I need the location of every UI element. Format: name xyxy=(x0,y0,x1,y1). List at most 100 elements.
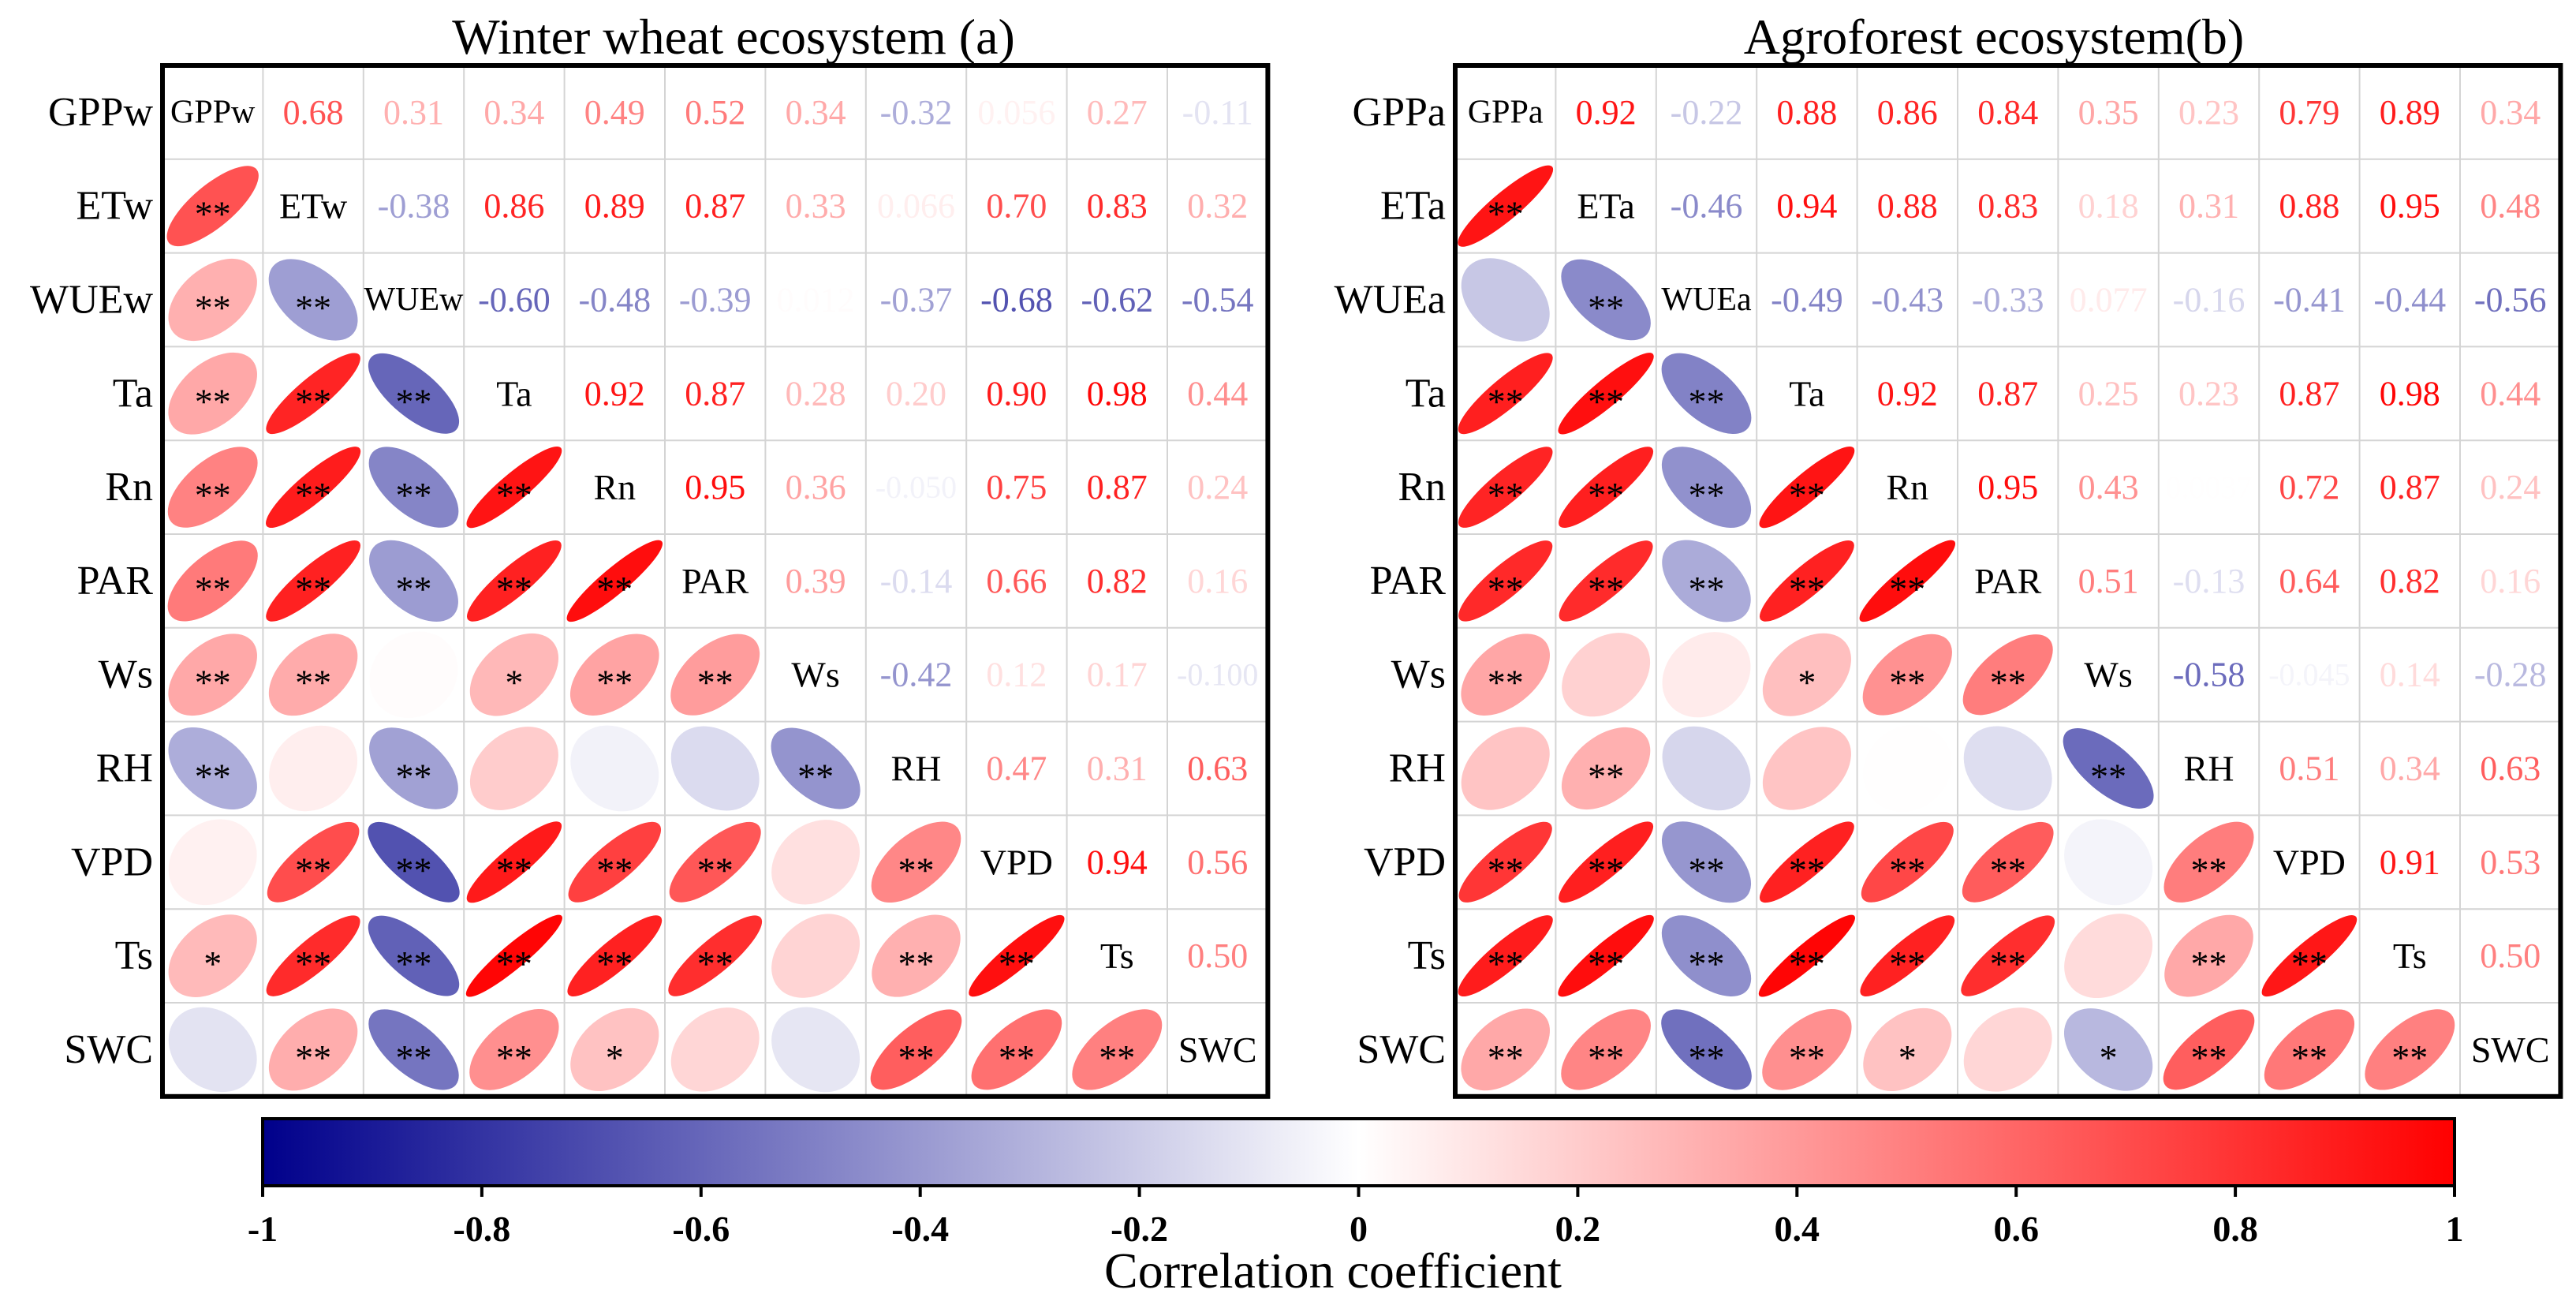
diagonal-label: Ws xyxy=(791,655,839,695)
coefficient-value: -0.045 xyxy=(2268,657,2350,693)
correlation-ellipse xyxy=(1962,821,2054,903)
correlation-ellipse xyxy=(771,1007,861,1093)
colorbar: Correlation coefficient -1 -0.8 -0.6 -0.4 -0… xyxy=(248,1117,2464,1299)
row-label: Ws xyxy=(1391,652,1446,697)
significance-marker: ** xyxy=(396,475,432,515)
correlation-ellipse xyxy=(2163,1009,2255,1090)
coefficient-value: 0.34 xyxy=(2380,749,2440,788)
correlation-ellipse xyxy=(1862,634,1952,716)
correlation-ellipse xyxy=(368,1009,459,1090)
significance-marker: ** xyxy=(898,850,935,890)
row-label: RH xyxy=(1389,746,1446,791)
significance-marker: ** xyxy=(898,944,935,984)
correlation-ellipse xyxy=(1458,165,1554,247)
correlation-ellipse xyxy=(1961,915,2055,996)
diagonal-label: PAR xyxy=(1974,561,2042,601)
significance-marker: ** xyxy=(1689,475,1725,515)
coefficient-value: 0.56 xyxy=(1187,843,1248,881)
significance-marker: ** xyxy=(1488,475,1524,515)
significance-marker: ** xyxy=(195,288,231,328)
correlation-ellipse xyxy=(168,914,257,997)
coefficient-value: 0.83 xyxy=(1087,187,1148,226)
significance-marker: ** xyxy=(797,757,834,797)
significance-marker: ** xyxy=(295,663,331,703)
correlation-ellipse xyxy=(268,1008,358,1091)
correlation-ellipse xyxy=(566,540,663,622)
coefficient-value: -0.41 xyxy=(2273,281,2346,320)
coefficient-value: -0.54 xyxy=(1182,281,1254,320)
significance-marker: ** xyxy=(195,663,231,703)
correlation-ellipse xyxy=(1072,1009,1163,1090)
correlation-ellipse xyxy=(1461,258,1550,342)
coefficient-value: 0.94 xyxy=(1087,843,1148,881)
coefficient-value: -0.60 xyxy=(478,281,551,320)
significance-marker: ** xyxy=(1789,475,1825,515)
coefficient-value: 0.23 xyxy=(2178,374,2239,413)
correlation-ellipse xyxy=(167,540,258,622)
coefficient-value: 0.34 xyxy=(483,93,544,132)
coefficient-value: 0.35 xyxy=(2078,93,2139,132)
coefficient-value: 0.32 xyxy=(1187,187,1248,226)
correlation-ellipse xyxy=(369,631,458,719)
correlation-ellipse xyxy=(969,914,1065,997)
coefficient-value: 0.51 xyxy=(2279,749,2339,788)
diagonal-label: GPPa xyxy=(1468,94,1544,130)
correlation-ellipse xyxy=(368,915,460,996)
coefficient-value: 0.12 xyxy=(986,656,1047,694)
diagonal-label: Ta xyxy=(496,373,532,413)
correlation-ellipse xyxy=(369,540,458,622)
significance-marker: ** xyxy=(2090,757,2126,797)
coefficient-value: 0.34 xyxy=(2480,93,2541,132)
significance-marker: ** xyxy=(1488,944,1524,984)
diagonal-label: VPD xyxy=(2273,842,2346,882)
significance-marker: ** xyxy=(396,757,432,797)
correlation-ellipse xyxy=(1859,540,1956,622)
coefficient-value: 0.87 xyxy=(685,374,745,413)
significance-marker: ** xyxy=(496,850,532,890)
coefficient-value: 0.33 xyxy=(786,187,846,226)
row-label: SWC xyxy=(64,1027,153,1072)
correlation-ellipse xyxy=(1661,821,1752,903)
correlation-ellipse xyxy=(1661,915,1752,996)
correlation-ellipse xyxy=(1860,915,1955,996)
significance-marker: ** xyxy=(2191,850,2227,890)
coefficient-value: 0.94 xyxy=(1776,187,1837,226)
significance-marker: ** xyxy=(1588,944,1624,984)
coefficient-value: 0.91 xyxy=(2380,843,2440,881)
coefficient-value: 0.88 xyxy=(1776,93,1837,132)
coefficient-value: 0.14 xyxy=(2380,656,2440,694)
correlation-ellipse xyxy=(166,166,259,247)
diagonal-label: ETw xyxy=(279,186,348,226)
significance-marker: ** xyxy=(396,381,432,421)
correlation-ellipse xyxy=(1760,821,1854,903)
significance-marker: ** xyxy=(596,944,633,984)
correlation-ellipse xyxy=(1662,632,1751,718)
coefficient-value: 0.87 xyxy=(2380,468,2440,506)
significance-marker: ** xyxy=(496,475,532,515)
row-label: Rn xyxy=(1398,465,1446,510)
correlation-ellipse xyxy=(1562,633,1651,717)
correlation-ellipse xyxy=(1963,1007,2052,1092)
coefficient-value: 0.34 xyxy=(786,93,846,132)
coefficient-value: -0.100 xyxy=(1177,657,1258,693)
row-label: Ta xyxy=(113,371,153,416)
significance-marker: ** xyxy=(1689,1037,1725,1078)
correlation-ellipse xyxy=(1458,915,1553,997)
significance-marker: ** xyxy=(396,850,432,890)
correlation-ellipse xyxy=(568,821,662,903)
correlation-ellipse xyxy=(1561,1009,1651,1090)
significance-marker: ** xyxy=(396,944,432,984)
coefficient-value: -0.32 xyxy=(880,93,953,132)
coefficient-value: -0.58 xyxy=(2173,656,2246,694)
correlation-ellipse xyxy=(2163,821,2254,903)
significance-marker: ** xyxy=(1488,1037,1524,1078)
coefficient-value: 0.25 xyxy=(2078,374,2139,413)
coefficient-value: 0.72 xyxy=(2279,468,2339,506)
significance-marker: ** xyxy=(697,663,734,703)
significance-marker: ** xyxy=(1588,381,1624,421)
coefficient-value: -0.43 xyxy=(1871,281,1943,320)
significance-marker: * xyxy=(2100,1037,2118,1078)
colorbar-tick-label: -0.4 xyxy=(891,1209,949,1249)
correlation-ellipse xyxy=(1762,1009,1852,1090)
significance-marker: ** xyxy=(1588,569,1624,609)
